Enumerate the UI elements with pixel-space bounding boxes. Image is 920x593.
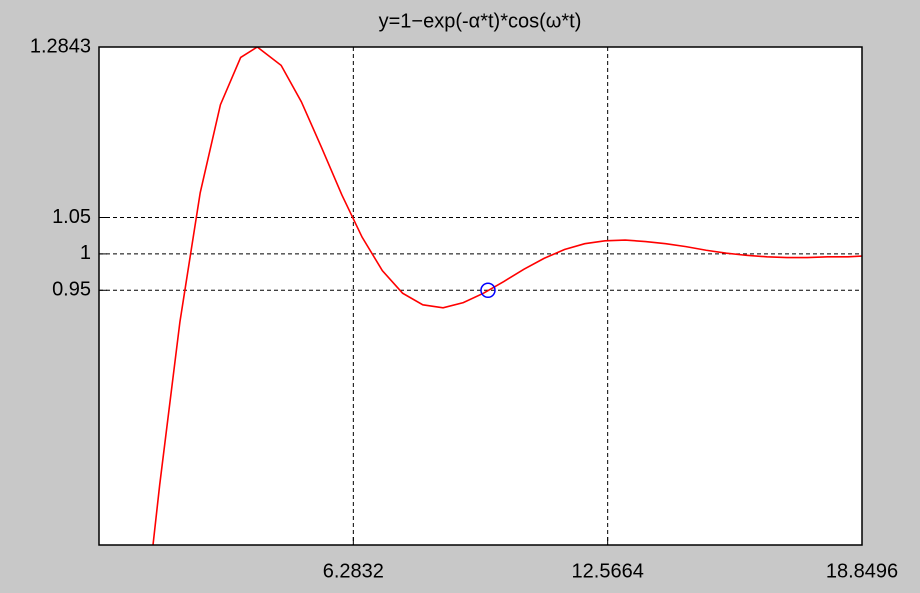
line — [152, 47, 862, 545]
axes-box — [98, 46, 863, 546]
marker — [480, 282, 496, 299]
tick-labels: 6.2832 12.5664 18.8496 0.95 1 1.05 1.2843 — [30, 35, 898, 582]
chart-title: y=1−exp(-α*t)*cos(ω*t) — [379, 10, 582, 32]
plot-area — [99, 47, 862, 545]
y-tick-label: 1 — [80, 242, 91, 264]
plot-content — [152, 47, 862, 545]
x-tick-label: 12.5664 — [572, 560, 644, 582]
x-tick-label: 18.8496 — [826, 560, 898, 582]
y-tick-label: 1.05 — [52, 206, 91, 228]
x-tick-label: 6.2832 — [323, 560, 384, 582]
y-tick-label: 0.95 — [52, 279, 91, 301]
y-tick-label: 1.2843 — [30, 35, 91, 57]
